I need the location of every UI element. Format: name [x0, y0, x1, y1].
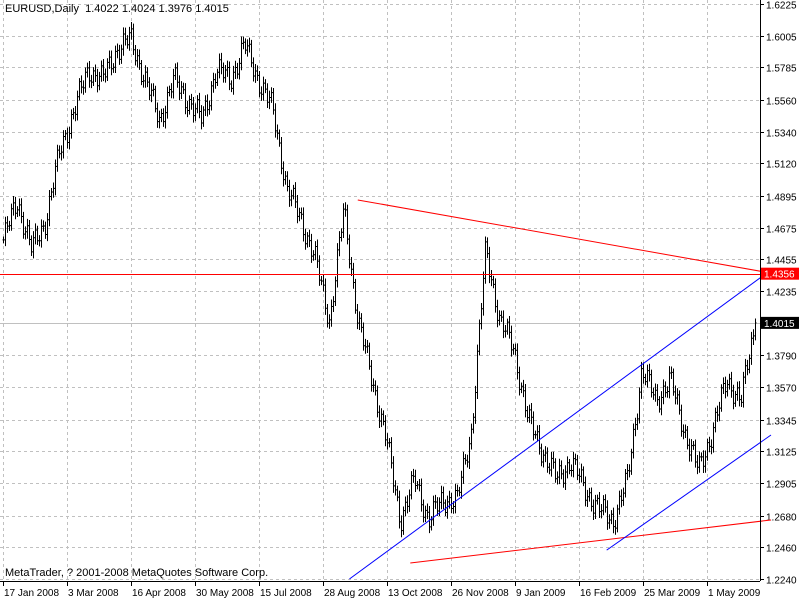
y-tick-label: 1.3570	[766, 384, 797, 395]
y-tick-label: 1.5560	[766, 97, 797, 108]
y-tick-label: 1.3345	[766, 417, 797, 428]
y-tick-label: 1.4455	[766, 256, 797, 267]
price-label-horizontal-line: 1.4356	[764, 270, 795, 281]
lower-blue-channel	[606, 434, 772, 551]
x-tick-label: 26 Nov 2008	[452, 588, 509, 599]
x-tick-label: 25 Mar 2009	[644, 588, 701, 599]
upper-red-trendline	[357, 199, 772, 274]
chart-title: EURUSD,Daily 1.4022 1.4024 1.3976 1.4015	[5, 3, 229, 15]
y-tick-label: 1.2240	[766, 576, 797, 587]
x-tick-label: 16 Feb 2009	[580, 588, 637, 599]
lower-red-trendline	[410, 519, 772, 564]
y-tick-label: 1.5340	[766, 129, 797, 140]
y-tick-label: 1.4675	[766, 225, 797, 236]
x-tick-label: 30 May 2008	[196, 588, 254, 599]
high-value: 1.4024	[121, 3, 156, 15]
x-tick-label: 28 Aug 2008	[324, 588, 381, 599]
x-tick-label: 17 Jan 2008	[4, 588, 59, 599]
open-value: 1.4022	[85, 3, 119, 15]
x-tick-label: 16 Apr 2008	[132, 588, 186, 599]
x-tick-label: 1 May 2009	[708, 588, 761, 599]
x-tick-label: 3 Mar 2008	[68, 588, 119, 599]
price-label-box	[761, 316, 799, 329]
y-tick-label: 1.4235	[766, 288, 797, 299]
y-tick-label: 1.6005	[766, 33, 797, 44]
y-tick-label: 1.2460	[766, 544, 797, 555]
close-value: 1.4015	[195, 3, 229, 15]
copyright-text: MetaTrader, ? 2001-2008 MetaQuotes Softw…	[5, 567, 269, 579]
low-value: 1.3976	[158, 3, 193, 15]
y-tick-label: 1.3790	[766, 352, 797, 363]
y-tick-label: 1.3125	[766, 448, 797, 459]
price-label-bid-line: 1.4015	[764, 319, 795, 330]
y-tick-label: 1.2680	[766, 513, 797, 524]
upper-blue-channel	[349, 269, 772, 580]
price-label-box	[761, 267, 799, 280]
y-tick-label: 1.5785	[766, 64, 797, 75]
y-tick-label: 1.6225	[766, 1, 797, 12]
y-tick-label: 1.5120	[766, 160, 797, 171]
y-tick-label: 1.2905	[766, 480, 797, 491]
x-tick-label: 9 Jan 2009	[516, 588, 566, 599]
symbol-label: EURUSD,Daily	[5, 3, 79, 15]
y-tick-label: 1.4895	[766, 193, 797, 204]
x-tick-label: 15 Jul 2008	[260, 588, 312, 599]
x-tick-label: 13 Oct 2008	[388, 588, 443, 599]
